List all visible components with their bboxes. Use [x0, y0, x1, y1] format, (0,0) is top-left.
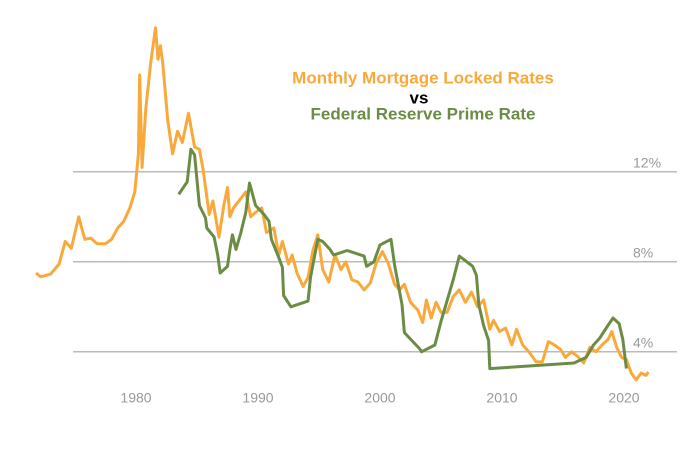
title-connector: vs [410, 88, 429, 107]
y-tick-label: 12% [633, 154, 661, 170]
x-tick-label: 1990 [242, 390, 273, 406]
x-tick-label: 2010 [486, 390, 517, 406]
y-tick-label: 8% [633, 244, 653, 260]
x-tick-label: 2020 [608, 390, 639, 406]
title-series-1: Monthly Mortgage Locked Rates [292, 68, 554, 87]
title-series-2: Federal Reserve Prime Rate [311, 104, 536, 123]
series-line [35, 26, 650, 382]
y-tick-label: 4% [633, 334, 653, 350]
series-line [177, 147, 628, 371]
x-tick-label: 1980 [120, 390, 151, 406]
x-tick-label: 2000 [364, 390, 395, 406]
